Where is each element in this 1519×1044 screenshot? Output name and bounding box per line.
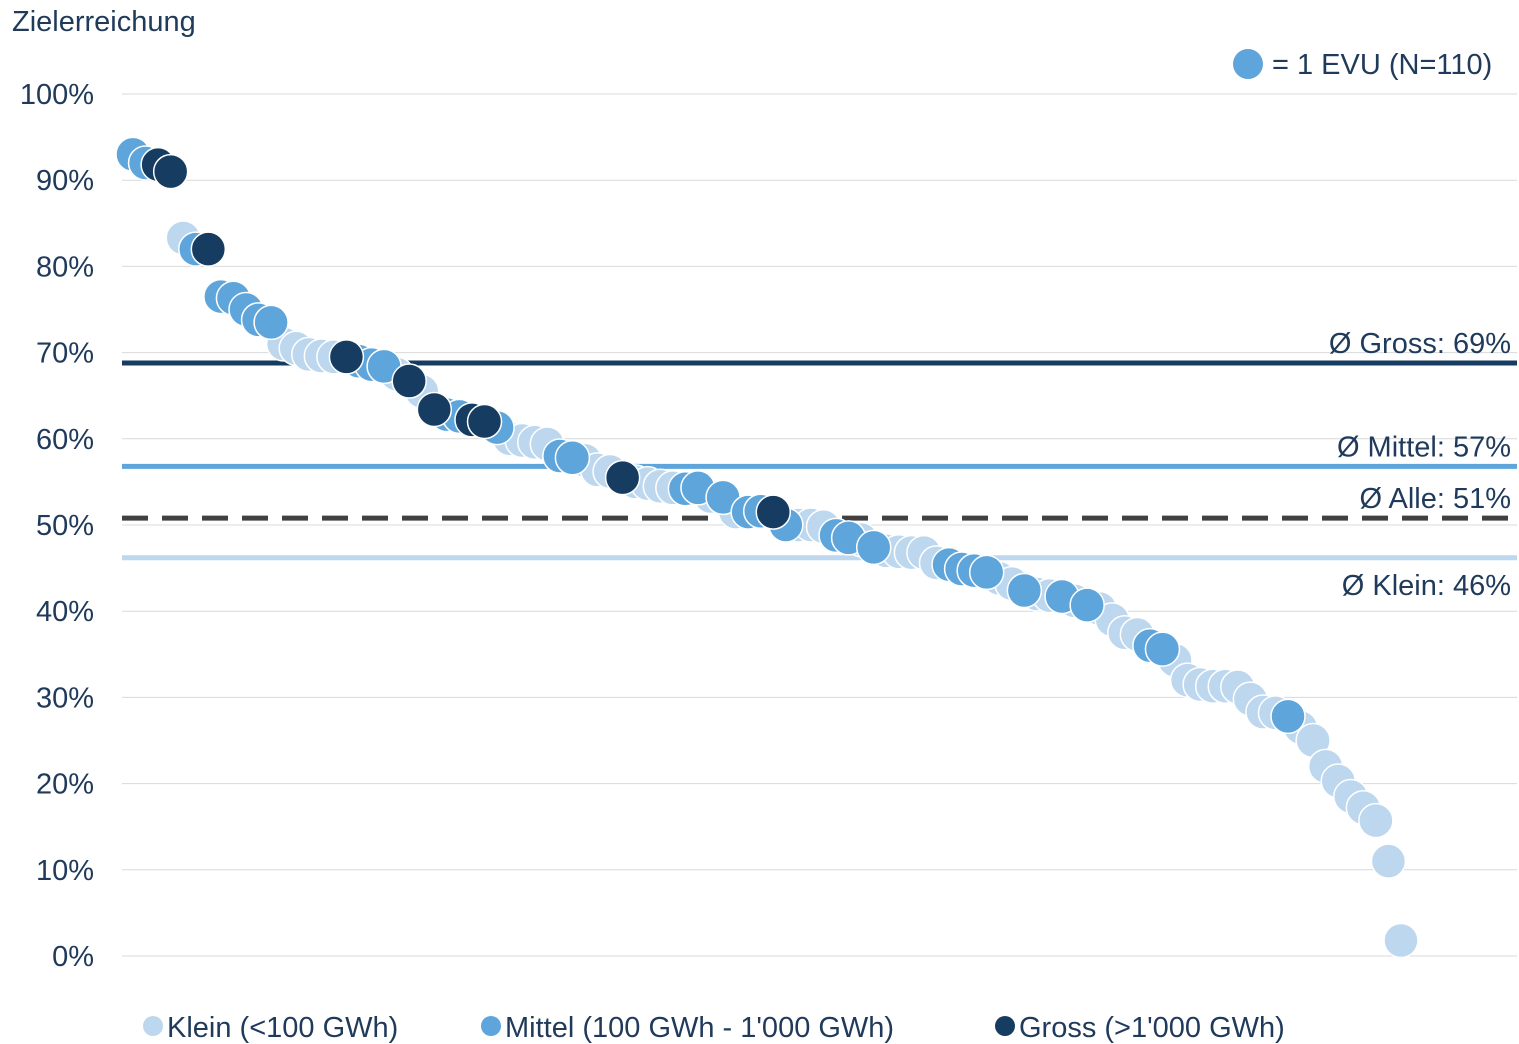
data-point-mittel <box>968 554 1005 591</box>
reference-line-labels: Ø Gross: 69% Ø Mittel: 57% Ø Alle: 51% Ø Kl… <box>1329 328 1511 602</box>
legend-label-klein: Klein (<100 GWh) <box>167 1012 398 1044</box>
y-tick-labels: 0% 10% 20% 30% 40% 50% 60% 70% 80% 90% 100% <box>20 79 94 973</box>
legend-label-mittel: Mittel (100 GWh - 1'000 GWh) <box>505 1012 894 1044</box>
legend-marker-gross <box>995 1016 1015 1036</box>
legend-label-gross: Gross (>1'000 GWh) <box>1019 1012 1285 1044</box>
data-point-mittel <box>1069 587 1105 623</box>
reference-label-mittel: Ø Mittel: 57% <box>1337 431 1511 463</box>
y-tick-label: 40% <box>36 596 94 628</box>
legend-item-klein: Klein (<100 GWh) <box>143 1012 398 1044</box>
legend-item-gross: Gross (>1'000 GWh) <box>995 1012 1285 1044</box>
size-legend-label: = 1 EVU (N=110) <box>1272 49 1492 81</box>
data-point-gross <box>604 459 641 496</box>
reference-label-klein: Ø Klein: 46% <box>1342 570 1511 602</box>
data-point-klein <box>1370 843 1407 879</box>
y-tick-label: 0% <box>52 941 94 973</box>
data-points <box>115 136 1419 959</box>
data-point-gross <box>416 391 453 428</box>
legend: Klein (<100 GWh) Mittel (100 GWh - 1'000… <box>143 1012 1285 1044</box>
y-axis-title: Zielerreichung <box>12 6 196 38</box>
legend-marker-klein <box>143 1016 163 1036</box>
y-tick-label: 20% <box>36 769 94 801</box>
data-point-mittel <box>554 440 591 476</box>
reference-label-gross: Ø Gross: 69% <box>1329 328 1511 360</box>
data-point-mittel <box>1270 698 1306 735</box>
y-tick-label: 90% <box>36 165 94 197</box>
data-point-gross <box>152 153 189 190</box>
size-legend: = 1 EVU (N=110) <box>1233 49 1492 81</box>
reference-label-alle: Ø Alle: 51% <box>1359 483 1511 515</box>
y-tick-label: 10% <box>36 855 94 887</box>
y-tick-label: 30% <box>36 682 94 714</box>
y-tick-label: 70% <box>36 338 94 370</box>
data-point-gross <box>328 339 365 375</box>
data-point-mittel <box>253 304 289 341</box>
data-point-gross <box>755 494 792 530</box>
data-point-klein <box>1358 802 1394 839</box>
y-tick-label: 50% <box>36 510 94 542</box>
data-point-gross <box>466 403 503 440</box>
data-point-mittel <box>1006 572 1043 609</box>
data-point-gross <box>190 231 227 267</box>
data-point-mittel <box>1144 631 1181 667</box>
data-point-gross <box>391 363 427 399</box>
legend-marker-mittel <box>481 1016 501 1036</box>
y-tick-label: 80% <box>36 251 94 283</box>
size-legend-marker <box>1233 49 1263 79</box>
y-tick-label: 60% <box>36 424 94 456</box>
legend-item-mittel: Mittel (100 GWh - 1'000 GWh) <box>481 1012 894 1044</box>
data-point-mittel <box>855 529 892 566</box>
y-tick-label: 100% <box>20 79 94 111</box>
data-point-klein <box>1383 922 1419 959</box>
